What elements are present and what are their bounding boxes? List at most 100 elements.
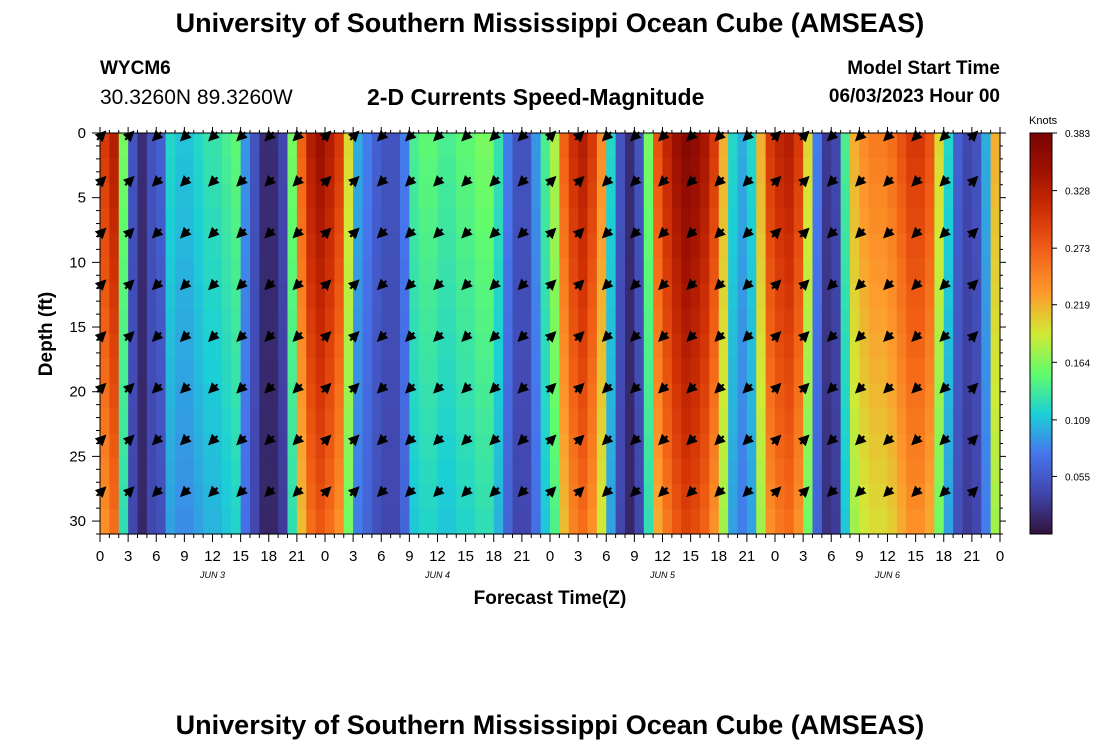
- heatmap-cell: [653, 258, 664, 284]
- heatmap-cell: [278, 333, 289, 360]
- heatmap-cell: [306, 208, 317, 234]
- current-arrow: [686, 433, 698, 446]
- heatmap-cell: [728, 258, 739, 284]
- heatmap-cell: [990, 258, 1001, 284]
- heatmap-cell: [568, 308, 579, 335]
- heatmap-cell: [746, 233, 757, 259]
- heatmap-cell: [296, 208, 307, 234]
- heatmap-cell: [212, 433, 223, 460]
- heatmap-cell: [287, 133, 298, 159]
- heatmap-cell: [287, 333, 298, 360]
- heatmap-cell: [306, 308, 317, 335]
- heatmap-cell: [221, 433, 232, 460]
- heatmap-cell: [587, 483, 598, 510]
- heatmap-cell: [231, 183, 242, 209]
- heatmap-cell: [128, 308, 139, 335]
- heatmap-cell: [100, 183, 110, 209]
- heatmap-cell: [100, 433, 110, 460]
- heatmap-cell: [475, 383, 485, 410]
- heatmap-cell: [737, 383, 748, 410]
- heatmap-cell: [643, 233, 654, 259]
- heatmap-cell: [484, 358, 495, 385]
- heatmap-cell: [784, 408, 795, 435]
- heatmap-cell: [521, 283, 532, 310]
- heatmap-cell: [784, 483, 795, 510]
- heatmap-cell: [943, 258, 954, 284]
- heatmap-cell: [193, 283, 204, 310]
- current-arrow: [433, 175, 445, 187]
- heatmap-cell: [887, 333, 898, 360]
- heatmap-cell: [578, 408, 589, 435]
- heatmap-cell: [137, 408, 148, 435]
- heatmap-cell: [493, 358, 504, 385]
- heatmap-cell: [812, 458, 823, 485]
- heatmap-cell: [596, 433, 607, 460]
- heatmap-cell: [334, 383, 345, 410]
- heatmap-cell: [737, 433, 748, 460]
- colorbar-tick-label: 0.164: [1065, 358, 1090, 369]
- heatmap-cell: [962, 308, 973, 335]
- heatmap-cell: [925, 433, 935, 460]
- current-arrow: [179, 330, 192, 342]
- heatmap-cell: [118, 183, 129, 209]
- heatmap-cell: [118, 408, 129, 435]
- heatmap-cell: [793, 483, 804, 510]
- heatmap-cell: [803, 183, 814, 209]
- heatmap-cell: [146, 483, 157, 510]
- heatmap-cell: [165, 333, 176, 360]
- heatmap-cell: [906, 483, 917, 510]
- model-start-value: 06/03/2023 Hour 00: [828, 86, 1000, 107]
- heatmap-cell: [381, 208, 392, 234]
- current-arrow: [911, 226, 923, 239]
- heatmap-cell: [184, 433, 195, 460]
- heatmap-cell: [568, 233, 579, 259]
- heatmap-cell: [418, 458, 429, 485]
- heatmap-cell: [221, 133, 232, 159]
- heatmap-cell: [540, 433, 551, 460]
- heatmap-cell: [193, 433, 204, 460]
- heatmap-cell: [765, 333, 776, 360]
- heatmap-cell: [878, 258, 889, 284]
- heatmap-cell: [718, 483, 729, 510]
- heatmap-cell: [643, 308, 654, 335]
- current-arrow: [236, 382, 248, 394]
- y-tick-label: 25: [69, 448, 86, 465]
- heatmap-cell: [390, 208, 401, 234]
- heatmap-cell: [240, 133, 251, 159]
- heatmap-cell: [896, 508, 907, 535]
- heatmap-cell: [737, 158, 748, 184]
- heatmap-cell: [475, 233, 485, 259]
- heatmap-cell: [934, 383, 945, 410]
- heatmap-cell: [681, 483, 692, 510]
- heatmap-cell: [709, 158, 720, 184]
- heatmap-cell: [193, 133, 204, 159]
- x-tick-label: 12: [429, 548, 446, 565]
- heatmap-cell: [296, 433, 307, 460]
- heatmap-cell: [850, 283, 860, 310]
- heatmap-cell: [981, 233, 992, 259]
- heatmap-cell: [296, 308, 307, 335]
- heatmap-cell: [850, 233, 860, 259]
- heatmap-cell: [146, 383, 157, 410]
- heatmap-cell: [137, 158, 148, 184]
- heatmap-cell: [934, 483, 945, 510]
- heatmap-cell: [821, 508, 832, 535]
- heatmap-cell: [634, 283, 645, 310]
- current-arrow: [686, 330, 698, 342]
- heatmap-cell: [221, 383, 232, 410]
- heatmap-cell: [521, 458, 532, 485]
- heatmap-cell: [896, 233, 907, 259]
- x-tick-label: 9: [630, 548, 638, 565]
- heatmap-cell: [868, 383, 879, 410]
- heatmap-cell: [409, 433, 420, 460]
- current-arrow: [769, 279, 782, 291]
- heatmap-cell: [737, 408, 748, 435]
- heatmap-cell: [381, 408, 392, 435]
- current-arrow: [939, 330, 951, 342]
- heatmap-cell: [634, 458, 645, 485]
- heatmap-cell: [831, 183, 842, 209]
- heatmap-cell: [212, 358, 223, 385]
- current-arrow: [714, 175, 726, 187]
- heatmap-cell: [878, 358, 889, 385]
- heatmap-cell: [203, 208, 214, 234]
